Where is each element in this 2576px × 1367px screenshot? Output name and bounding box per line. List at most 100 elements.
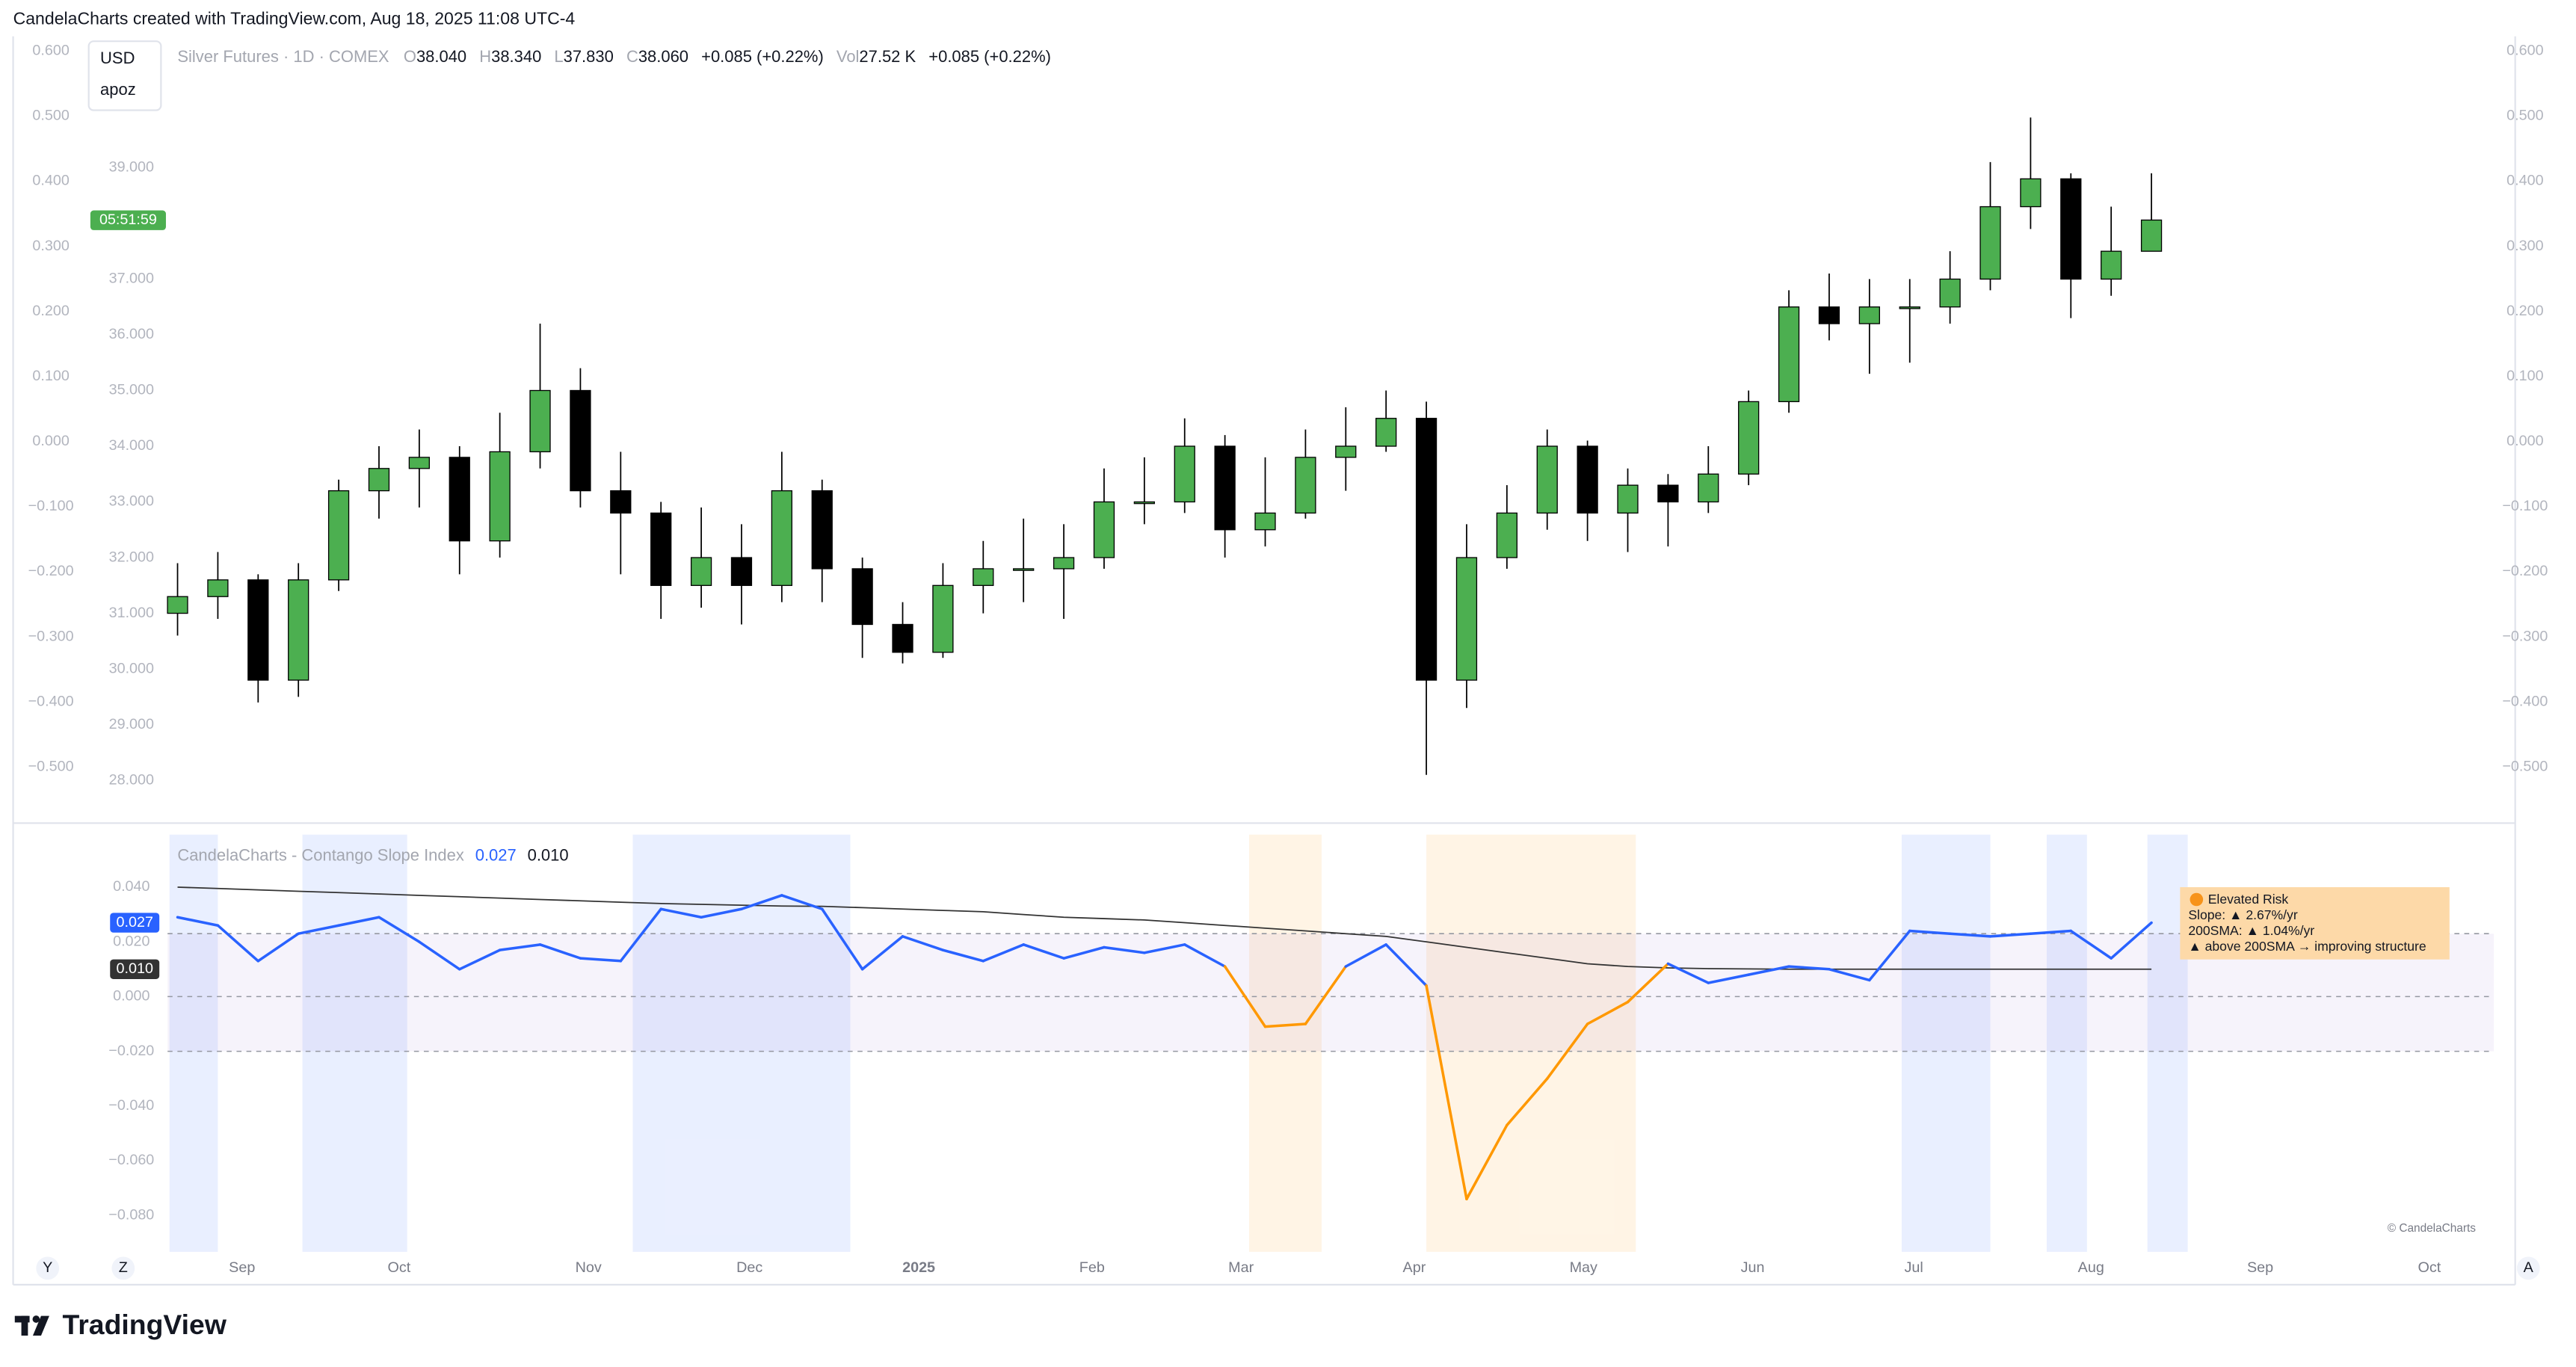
y2-tick-label: −0.100 [2502, 498, 2548, 514]
highlight-region [1901, 834, 1991, 1252]
x-tick-label: Mar [1228, 1259, 1254, 1276]
candle-body [167, 596, 188, 614]
brand[interactable]: TradingView [63, 1309, 227, 1340]
field-value: 37.830 [564, 47, 614, 66]
price-legend: Silver Futures · 1D · COMEX O38.040 H38.… [177, 47, 1051, 66]
slope-segment [256, 932, 300, 963]
y-tick-label: 30.000 [109, 660, 154, 676]
slope-segment [1506, 1077, 1549, 1127]
slope-segment [1868, 929, 1911, 982]
indicator-value: 0.010 [528, 845, 569, 864]
x-tick-label: Aug [2078, 1259, 2104, 1276]
candle-body [489, 451, 511, 542]
slope-segment [901, 935, 945, 951]
y-tick-label: 29.000 [109, 716, 154, 732]
candle-body [771, 490, 792, 586]
candle-body [1738, 401, 1760, 475]
currency-box[interactable] [87, 40, 162, 111]
y2-tick-label: 0.000 [32, 433, 69, 449]
y2-tick-label: −0.500 [2502, 759, 2548, 775]
watermark: © CandelaCharts [2388, 1222, 2476, 1235]
candle-body [247, 579, 269, 681]
slope-segment [780, 894, 824, 911]
currency[interactable]: USD [100, 49, 135, 67]
y2-tick-label: 0.500 [2506, 108, 2543, 124]
candle-body [1295, 457, 1316, 514]
x-tick-label: Nov [576, 1259, 602, 1276]
candle-body [1657, 484, 1679, 503]
slope-segment [457, 948, 502, 971]
toolbar-label[interactable]: A [2524, 1259, 2534, 1276]
y-tick-label: 0.000 [113, 988, 150, 1005]
brand-logo[interactable] [14, 1315, 49, 1336]
logo-shape[interactable] [32, 1315, 49, 1336]
candle-body [1375, 418, 1397, 447]
y2-tick-label: 0.000 [2506, 433, 2543, 449]
candle-body [851, 568, 873, 626]
candle-body [1214, 445, 1236, 531]
candle-body [529, 389, 551, 453]
x-tick-label: Sep [229, 1259, 255, 1276]
y2-tick-label: 0.300 [2506, 238, 2543, 254]
y2-tick-label: −0.400 [2502, 693, 2548, 709]
y2-tick-label: 0.400 [2506, 173, 2543, 189]
y2-tick-label: 0.600 [32, 42, 69, 58]
background-layer [167, 834, 2495, 1252]
slope-segment [1465, 1123, 1509, 1201]
unit-menu[interactable]: apoz [100, 80, 136, 99]
y-tick-label: 0.020 [113, 933, 150, 949]
logo-shape[interactable] [21, 1315, 28, 1336]
candle-body [892, 623, 913, 653]
toolbar-button[interactable] [111, 1256, 135, 1280]
toolbar-button[interactable] [36, 1256, 60, 1280]
slope-segment [2110, 921, 2153, 960]
highlight-region [1248, 834, 1322, 1252]
slope-segment [1747, 965, 1790, 976]
slope-segment [1103, 945, 1146, 954]
toolbar-button[interactable] [2516, 1256, 2540, 1280]
table-line: 200SMA: ▲ 1.04%/yr [2188, 923, 2314, 938]
field-key: O [404, 47, 416, 66]
y2-tick-label: 0.100 [2506, 368, 2543, 384]
toolbar-label[interactable]: Y [43, 1259, 52, 1276]
slope-segment [1223, 965, 1267, 1028]
candle-body [408, 457, 430, 469]
slope-segment [579, 957, 623, 963]
slope-segment [860, 935, 905, 971]
x-tick-label: Sep [2247, 1259, 2273, 1276]
field-value: 38.060 [638, 47, 688, 66]
y2-tick-label: −0.400 [28, 693, 74, 709]
y-tick-label: 31.000 [109, 605, 154, 621]
slope-segment [1062, 945, 1106, 960]
candle-body [1335, 445, 1357, 458]
candle-body [1174, 445, 1195, 503]
logo-shape[interactable] [32, 1315, 40, 1323]
slope-segment [619, 907, 662, 963]
candle-body [610, 490, 632, 514]
y-tick-label: 36.000 [109, 326, 154, 342]
y-tick-label: 32.000 [109, 549, 154, 565]
slope-segment [1143, 943, 1186, 954]
table-line: Slope: ▲ 2.67%/yr [2188, 907, 2298, 922]
level-band [167, 934, 2495, 1052]
candle-body [650, 512, 672, 586]
slope-segment [2069, 929, 2113, 960]
candle-body [327, 490, 350, 581]
y-tick-label: 37.000 [109, 271, 154, 287]
slope-segment [1948, 932, 1992, 938]
y2-tick-label: 0.200 [32, 303, 69, 319]
table-line: ▲ above 200SMA → improving structure [2188, 939, 2426, 954]
slope-segment [1022, 943, 1065, 960]
toolbar-label[interactable]: Z [119, 1259, 128, 1276]
candle-body [1698, 473, 1719, 503]
symbol: Silver Futures · 1D · COMEX [177, 47, 389, 66]
slope-segment [1263, 1022, 1307, 1028]
slope-segment [1545, 1022, 1589, 1080]
candle-body [368, 468, 390, 492]
last-value-label: 0.010 [116, 960, 152, 977]
candle-body [1818, 306, 1840, 324]
slope-segment [337, 916, 380, 927]
highlight-region [169, 834, 218, 1252]
last-value-box [110, 959, 160, 979]
candle-body [2101, 250, 2122, 280]
